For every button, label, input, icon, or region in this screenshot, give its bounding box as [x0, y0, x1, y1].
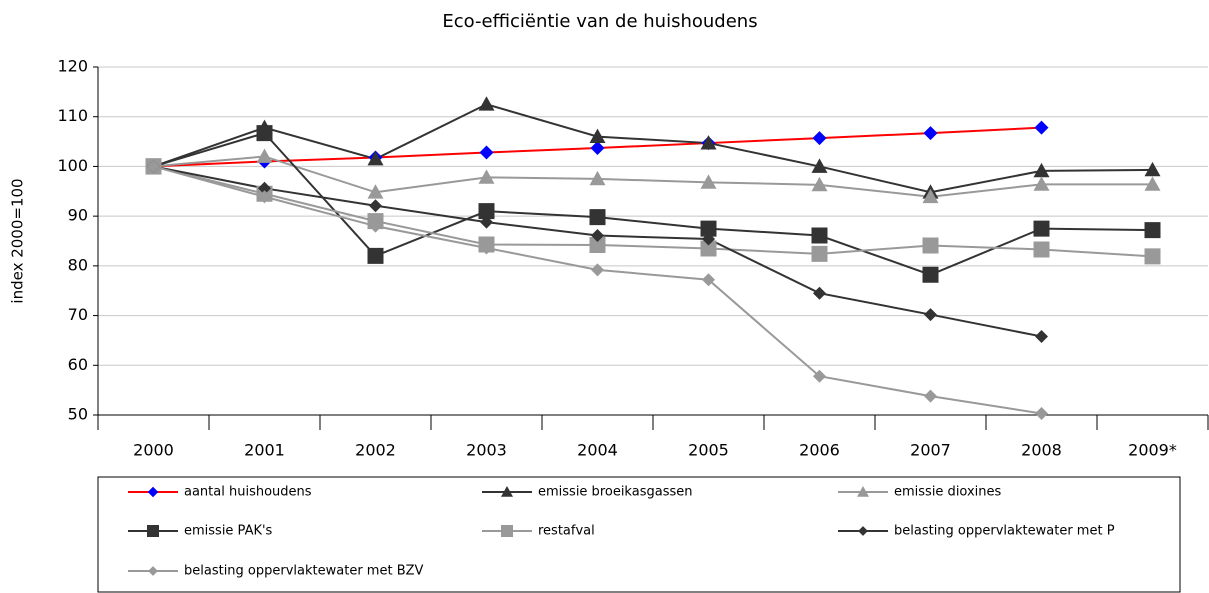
marker — [147, 159, 160, 173]
marker — [702, 232, 715, 246]
x-tick-label: 2000 — [133, 441, 174, 460]
marker — [922, 266, 939, 283]
y-tick-label: 70 — [68, 305, 88, 324]
marker — [1144, 176, 1161, 191]
marker — [1033, 220, 1050, 237]
marker — [367, 247, 384, 264]
x-tick-label: 2001 — [244, 441, 285, 460]
marker — [813, 286, 826, 300]
marker — [700, 240, 717, 257]
y-tick-label: 90 — [68, 206, 88, 225]
legend-label: emissie broeikasgassen — [538, 485, 692, 500]
x-tick-label: 2005 — [688, 441, 729, 460]
marker — [480, 215, 493, 229]
marker — [589, 236, 606, 253]
marker — [922, 188, 939, 204]
marker — [1144, 161, 1161, 177]
marker — [700, 220, 717, 237]
marker — [147, 525, 159, 537]
legend-label: aantal huishoudens — [184, 485, 312, 500]
marker — [367, 150, 384, 166]
marker — [811, 245, 828, 262]
legend-label: belasting oppervlaktewater met BZV — [184, 564, 424, 579]
y-tick-label: 80 — [68, 255, 88, 274]
marker — [1144, 248, 1161, 265]
legend-label: restafval — [538, 524, 595, 539]
marker — [148, 566, 158, 576]
legend-box — [97, 476, 1181, 593]
marker — [589, 128, 606, 143]
marker — [590, 141, 605, 156]
chart-title: Eco-efficiëntie van de huishoudens — [442, 11, 757, 32]
x-tick-label: 2008 — [1021, 441, 1062, 460]
series-line — [153, 131, 1153, 276]
marker — [702, 273, 715, 287]
marker — [1033, 176, 1050, 191]
marker — [256, 148, 273, 163]
marker — [811, 176, 828, 192]
marker — [589, 170, 606, 186]
x-tick-label: 2009* — [1128, 441, 1177, 460]
marker — [589, 209, 606, 226]
marker — [501, 525, 513, 537]
x-tick-label: 2007 — [910, 441, 951, 460]
marker — [858, 526, 868, 536]
marker — [812, 131, 827, 146]
marker — [478, 203, 495, 220]
marker — [923, 126, 938, 141]
series-line — [153, 165, 1153, 258]
marker — [478, 169, 495, 184]
marker — [924, 308, 937, 322]
marker — [1033, 162, 1050, 178]
marker — [480, 241, 493, 255]
marker — [258, 190, 271, 204]
marker — [811, 158, 828, 173]
series-line — [153, 103, 1153, 194]
series-line — [153, 165, 1042, 415]
legend-label: emissie PAK's — [184, 524, 273, 539]
marker — [813, 369, 826, 383]
marker — [1035, 407, 1048, 421]
marker — [591, 263, 604, 277]
marker — [811, 227, 828, 244]
legend-label: belasting oppervlaktewater met P — [894, 524, 1115, 539]
y-tick-label: 60 — [68, 355, 88, 374]
marker — [501, 486, 513, 497]
y-tick-label: 120 — [57, 57, 88, 76]
marker — [369, 219, 382, 233]
y-tick-label: 110 — [57, 106, 88, 125]
marker — [591, 229, 604, 243]
marker — [700, 135, 717, 150]
marker — [1144, 222, 1161, 239]
marker — [479, 145, 494, 160]
y-axis-label: index 2000=100 — [9, 178, 27, 303]
legend-label: emissie dioxines — [894, 485, 1002, 500]
marker — [367, 184, 384, 199]
marker — [700, 174, 717, 189]
marker — [478, 96, 495, 111]
marker — [1033, 241, 1050, 258]
marker — [922, 237, 939, 254]
marker — [857, 486, 869, 497]
marker — [369, 199, 382, 213]
y-tick-label: 50 — [68, 405, 88, 424]
marker — [1035, 329, 1048, 343]
x-tick-label: 2006 — [799, 441, 840, 460]
marker — [256, 125, 273, 142]
marker — [147, 486, 159, 498]
marker — [924, 389, 937, 403]
marker — [1034, 120, 1049, 135]
marker — [258, 181, 271, 195]
x-tick-label: 2003 — [466, 441, 507, 460]
x-tick-label: 2002 — [355, 441, 396, 460]
series-line — [153, 155, 1153, 198]
y-tick-label: 100 — [57, 156, 88, 175]
x-tick-label: 2004 — [577, 441, 618, 460]
